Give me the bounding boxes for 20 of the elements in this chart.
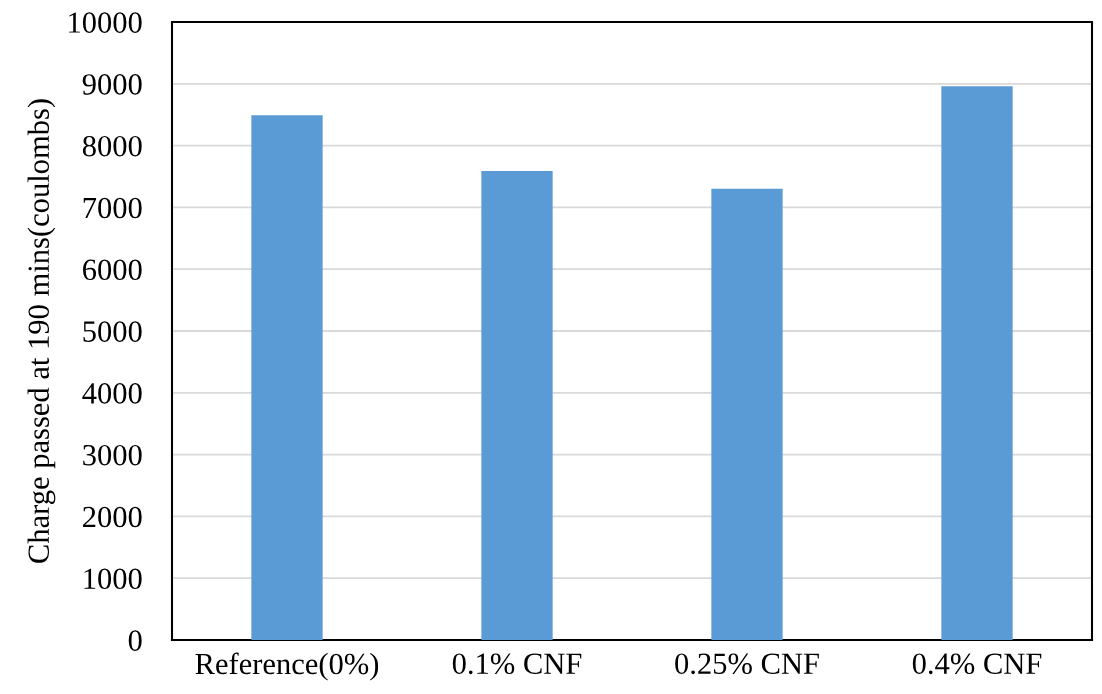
y-axis-title: Charge passed at 190 mins(coulombs) xyxy=(27,99,56,563)
bar xyxy=(941,86,1013,640)
y-tick-label: 1000 xyxy=(84,568,142,590)
y-tick-label: 6000 xyxy=(83,259,142,281)
y-tick-label: 4000 xyxy=(82,383,142,404)
x-tick-label: 0.4% CNF xyxy=(912,653,1042,675)
bar xyxy=(711,188,783,640)
y-tick-label: 7000 xyxy=(83,197,142,219)
y-tick-label: 9000 xyxy=(82,74,142,95)
bar xyxy=(251,115,323,640)
x-tick-label: 0.1% CNF xyxy=(452,653,582,675)
y-tick-label: 8000 xyxy=(82,135,142,157)
y-tick-label: 0 xyxy=(128,630,142,651)
y-tick-label: 5000 xyxy=(83,321,142,342)
y-tick-label: 2000 xyxy=(83,506,142,528)
x-tick-label: 0.25% CNF xyxy=(675,653,819,675)
bar xyxy=(481,170,553,640)
x-tick-label: Reference(0%) xyxy=(195,652,379,681)
y-tick-label: 3000 xyxy=(83,444,142,466)
y-tick-label: 10000 xyxy=(69,12,142,33)
